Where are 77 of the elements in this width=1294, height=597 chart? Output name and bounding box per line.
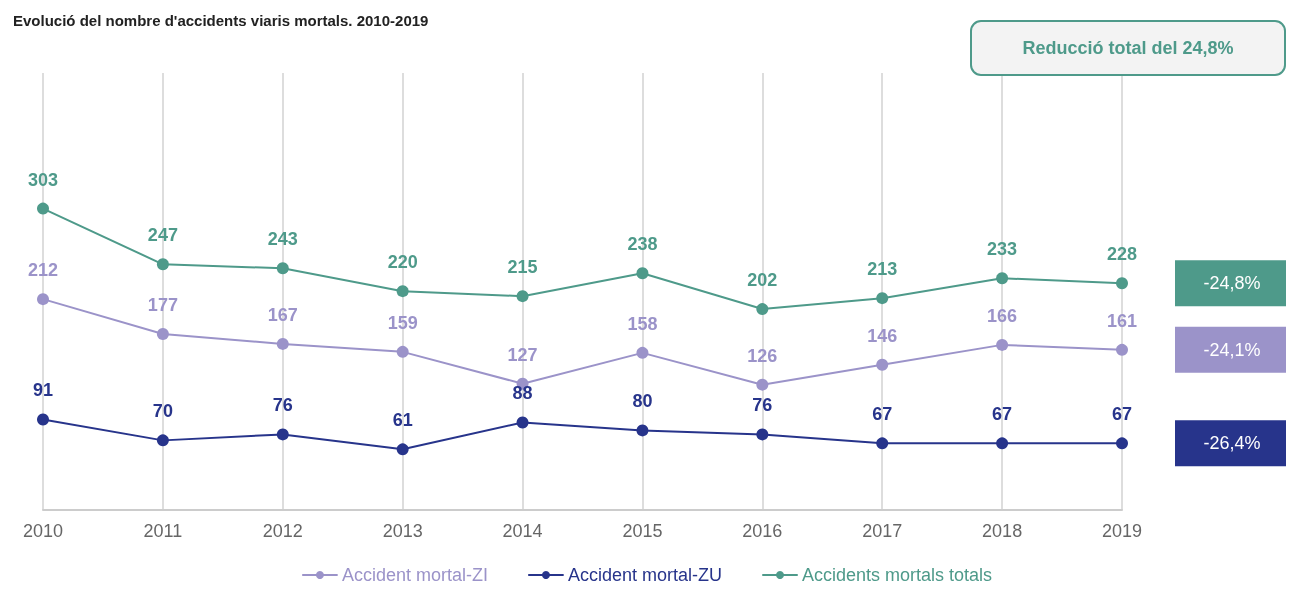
x-tick-label: 2019 — [1101, 521, 1143, 541]
text: Reducció total del 24,8% — [1022, 38, 1234, 58]
data-label: 88 — [512, 383, 533, 404]
point — [876, 292, 889, 305]
data-label: 91 — [32, 380, 54, 401]
chart-title: Evolució del nombre d'accidents viaris mortals. 2010-2019 — [13, 12, 429, 29]
x-tick-label: 2018 — [982, 521, 1023, 541]
x-tick-label: 2010 — [22, 521, 64, 541]
data-label: 159 — [387, 312, 418, 333]
x-tick-label: 2012 — [262, 521, 303, 541]
point — [37, 413, 49, 426]
data-label: 243 — [267, 229, 298, 250]
data-label: 212 — [27, 260, 59, 281]
data-label: 167 — [267, 304, 298, 325]
text: -24,1% — [1203, 339, 1261, 360]
point — [37, 202, 49, 215]
data-label: 80 — [632, 391, 653, 412]
data-label: 76 — [752, 395, 773, 416]
data-label: 202 — [747, 270, 778, 291]
point — [996, 437, 1009, 450]
point — [1116, 437, 1128, 450]
data-label: 220 — [387, 252, 418, 273]
point — [756, 428, 769, 441]
point — [276, 337, 289, 350]
data-label: 166 — [987, 305, 1018, 326]
data-label: 126 — [747, 345, 778, 366]
data-label: 303 — [27, 169, 59, 190]
point — [756, 303, 769, 316]
point — [516, 290, 529, 303]
point — [156, 434, 169, 447]
legend-label: Accident mortal-ZU — [567, 565, 723, 585]
data-label: 146 — [867, 325, 898, 346]
legend-label: Accidents mortals totals — [802, 565, 993, 585]
data-label: 67 — [872, 404, 893, 425]
data-label: 228 — [1106, 244, 1138, 265]
data-label: 161 — [1106, 310, 1138, 331]
point — [636, 267, 649, 280]
point — [156, 327, 169, 340]
point — [876, 437, 889, 450]
data-label: 247 — [147, 225, 178, 246]
data-label: 61 — [392, 410, 413, 431]
data-label: 215 — [507, 257, 538, 278]
data-label: 233 — [987, 239, 1018, 260]
data-label: 67 — [1111, 404, 1133, 425]
legend-label: Accident mortal-ZI — [341, 565, 488, 585]
point — [996, 272, 1009, 285]
data-label: 67 — [992, 404, 1013, 425]
point — [276, 262, 289, 275]
point — [636, 346, 649, 359]
x-tick-label: 2011 — [143, 521, 183, 541]
x-tick-label: 2015 — [622, 521, 663, 541]
point — [996, 338, 1009, 351]
x-tick-label: 2017 — [862, 521, 903, 541]
text: -24,8% — [1203, 273, 1261, 294]
data-label: 70 — [152, 401, 173, 422]
point — [876, 358, 889, 371]
point — [37, 293, 49, 306]
point — [756, 378, 769, 391]
data-label: 127 — [507, 344, 538, 365]
point — [1116, 343, 1128, 356]
data-label: 76 — [272, 395, 293, 416]
x-tick-label: 2013 — [382, 521, 423, 541]
data-label: 177 — [147, 294, 178, 315]
point — [516, 416, 529, 429]
data-label: 213 — [867, 259, 898, 280]
point — [396, 443, 409, 456]
point — [276, 428, 289, 441]
x-tick-label: 2016 — [742, 521, 783, 541]
data-label: 158 — [627, 313, 658, 334]
point — [396, 345, 409, 358]
text: -26,4% — [1203, 433, 1261, 454]
x-tick-label: 2014 — [502, 521, 543, 541]
point — [156, 258, 169, 271]
point — [636, 424, 649, 437]
point — [396, 285, 409, 298]
point — [1116, 277, 1128, 290]
data-label: 238 — [627, 234, 658, 255]
